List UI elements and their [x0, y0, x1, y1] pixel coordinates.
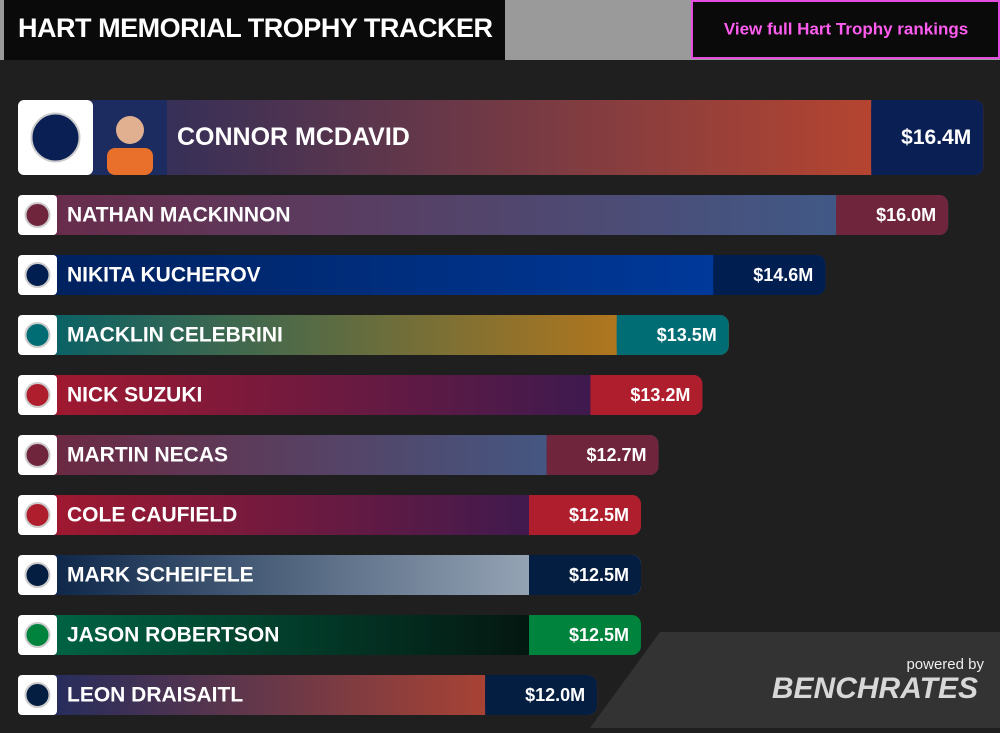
value-box-edge [590, 375, 603, 415]
credit-panel [590, 632, 1000, 728]
team-logo [24, 682, 51, 708]
player-name: LEON DRAISAITL [67, 684, 243, 707]
player-name: CONNOR MCDAVID [177, 123, 410, 151]
value-box [529, 615, 642, 655]
team-logo [24, 562, 51, 588]
value-label: $14.6M [753, 265, 813, 285]
value-box-edge [529, 555, 542, 595]
player-name: NATHAN MACKINNON [67, 204, 291, 227]
value-label: $16.4M [901, 126, 971, 149]
value-box [713, 255, 826, 295]
team-logo [24, 322, 51, 348]
value-box-edge [546, 435, 559, 475]
player-name: MARK SCHEIFELE [67, 564, 254, 587]
value-label: $12.0M [525, 685, 585, 705]
value-box [590, 375, 703, 415]
player-name: MACKLIN CELEBRINI [67, 324, 283, 347]
bar [18, 255, 826, 295]
team-logo [24, 442, 51, 468]
value-box [529, 495, 642, 535]
brand: BENCHRATES [772, 672, 978, 705]
powered-by: powered by [906, 656, 984, 673]
value-label: $12.7M [587, 445, 647, 465]
player-name: NICK SUZUKI [67, 384, 202, 407]
value-box-edge [713, 255, 726, 295]
value-box [871, 100, 984, 175]
value-box-edge [871, 100, 884, 175]
bar [18, 195, 949, 235]
value-label: $13.2M [630, 385, 690, 405]
chart-title: HART MEMORIAL TROPHY TRACKER [18, 13, 493, 43]
value-box-edge [836, 195, 849, 235]
value-box [616, 315, 729, 355]
team-logo [24, 502, 51, 528]
team-logo [24, 382, 51, 408]
team-logo [24, 622, 51, 648]
bar [18, 375, 703, 415]
rankings-link[interactable] [691, 0, 1000, 59]
value-label: $13.5M [657, 325, 717, 345]
value-box [836, 195, 949, 235]
player-name: COLE CAUFIELD [67, 504, 237, 527]
bar [18, 100, 984, 175]
bar [18, 675, 598, 715]
value-label: $16.0M [876, 205, 936, 225]
title-box [4, 0, 505, 60]
player-name: JASON ROBERTSON [67, 624, 279, 647]
value-label: $12.5M [569, 505, 629, 525]
player-name: NIKITA KUCHEROV [67, 264, 261, 287]
rankings-link-text[interactable]: View full Hart Trophy rankings [724, 19, 968, 38]
bar [18, 495, 642, 535]
value-label: $12.5M [569, 565, 629, 585]
value-box [529, 555, 642, 595]
team-logo [24, 262, 51, 288]
value-box-edge [485, 675, 498, 715]
bar [18, 435, 659, 475]
value-label: $12.5M [569, 625, 629, 645]
player-name: MARTIN NECAS [67, 444, 228, 467]
player-jersey [107, 148, 153, 175]
bar [18, 555, 642, 595]
value-box [485, 675, 598, 715]
value-box-edge [529, 495, 542, 535]
bar [18, 315, 729, 355]
value-box-edge [529, 615, 542, 655]
player-head [116, 116, 144, 144]
team-logo [30, 112, 81, 163]
bar [18, 615, 642, 655]
value-box-edge [616, 315, 629, 355]
value-box [546, 435, 659, 475]
team-logo [24, 202, 51, 228]
